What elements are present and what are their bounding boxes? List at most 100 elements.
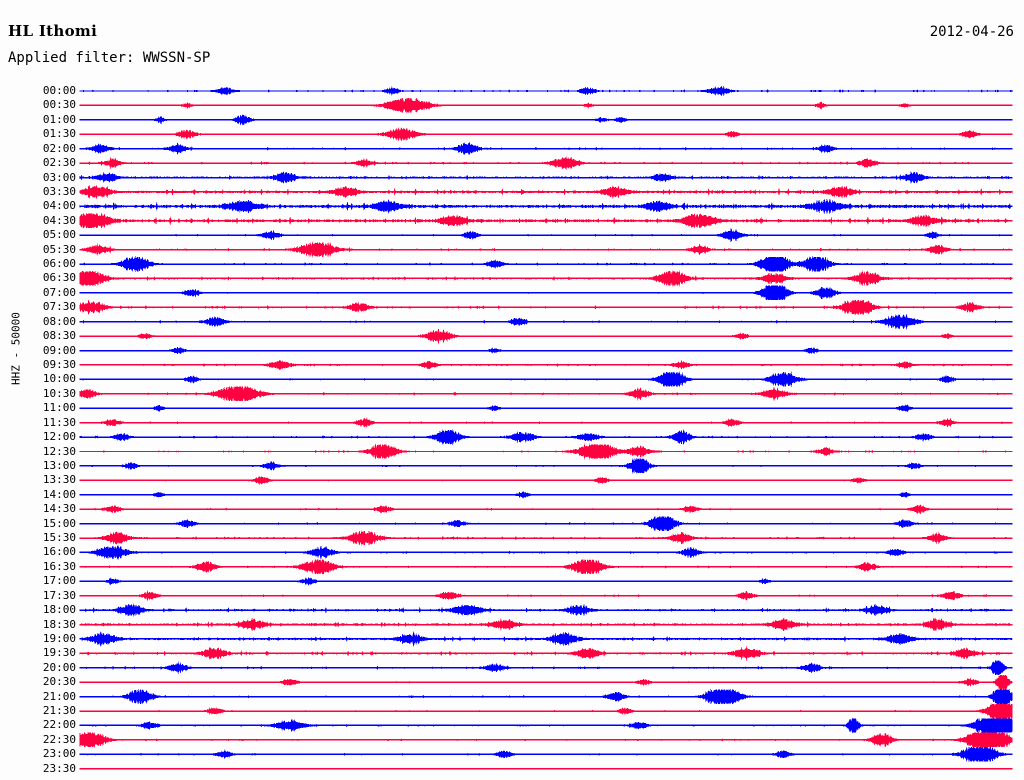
trace-row-1330 [79,475,1013,485]
time-tick-0130: 01:30 [42,127,76,141]
time-axis-ticks: 00:00 00:30 01:00 01:30 02:00 02:30 03:00 03:30… [0,82,76,776]
time-tick-0900: 09:00 [42,343,76,357]
time-tick-0500: 05:00 [42,228,76,242]
trace-row-1500 [79,515,1013,532]
time-tick-1630: 16:30 [42,559,76,573]
trace-row-0930 [79,359,1013,371]
trace-row-0630 [79,270,1013,287]
trace-row-1830 [79,617,1013,632]
time-tick-1700: 17:00 [42,574,76,588]
trace-row-1400 [79,490,1013,499]
time-tick-0400: 04:00 [42,199,76,213]
time-tick-1000: 10:00 [42,372,76,386]
trace-row-1700 [79,576,1013,586]
time-tick-1100: 11:00 [42,401,76,415]
trace-row-1900 [79,631,1013,647]
time-tick-0600: 06:00 [42,257,76,271]
time-tick-0300: 03:00 [42,170,76,184]
time-tick-1900: 19:00 [42,631,76,645]
time-tick-0930: 09:30 [42,357,76,371]
time-tick-2300: 23:00 [42,747,76,761]
trace-row-1600 [79,544,1013,561]
time-tick-0830: 08:30 [42,329,76,343]
time-tick-1200: 12:00 [42,430,76,444]
trace-row-1930 [79,645,1013,661]
trace-row-2300 [79,746,1013,763]
trace-row-0130 [79,127,1013,142]
time-tick-1430: 14:30 [42,502,76,516]
time-tick-1300: 13:00 [42,458,76,472]
time-tick-0330: 03:30 [42,184,76,198]
time-tick-1130: 11:30 [42,415,76,429]
trace-row-0830 [79,328,1013,345]
time-tick-0630: 06:30 [42,271,76,285]
time-tick-1330: 13:30 [42,473,76,487]
trace-row-1000 [79,371,1013,388]
trace-row-2000 [79,660,1013,676]
time-tick-2130: 21:30 [42,704,76,718]
trace-row-1800 [79,603,1013,617]
time-tick-0700: 07:00 [42,285,76,299]
trace-row-0730 [79,299,1013,316]
time-tick-0000: 00:00 [42,84,76,97]
trace-row-2030 [79,674,1013,690]
trace-row-1530 [79,530,1013,546]
trace-row-0100 [79,114,1013,126]
time-tick-0200: 02:00 [42,141,76,155]
trace-row-2130 [79,703,1013,719]
time-tick-1400: 14:00 [42,487,76,501]
trace-row-1200 [79,429,1013,446]
time-tick-2100: 21:00 [42,689,76,703]
time-tick-0530: 05:30 [42,242,76,256]
time-tick-0430: 04:30 [42,213,76,227]
trace-row-2100 [79,688,1013,705]
trace-canvas [0,82,1024,776]
applied-filter-label: Applied filter: WWSSN-SP [8,50,211,66]
trace-row-0330 [79,184,1013,200]
trace-row-0000 [79,85,1013,97]
time-tick-2230: 22:30 [42,732,76,746]
trace-row-1430 [79,504,1013,515]
trace-row-1730 [79,590,1013,602]
record-date: 2012-04-26 [929,24,1014,40]
time-tick-1030: 10:30 [42,386,76,400]
trace-row-2330 [79,767,1013,770]
time-tick-2000: 20:00 [42,660,76,674]
trace-row-0900 [79,346,1013,355]
trace-row-1630 [79,559,1013,575]
time-tick-1930: 19:30 [42,646,76,660]
trace-row-1300 [79,458,1013,474]
time-tick-1800: 18:00 [42,603,76,617]
time-tick-0730: 07:30 [42,300,76,314]
time-tick-2200: 22:00 [42,718,76,732]
time-tick-0030: 00:30 [42,98,76,112]
time-tick-0230: 02:30 [42,156,76,170]
time-tick-0100: 01:00 [42,112,76,126]
station-title: HL Ithomi [8,22,98,40]
time-tick-1730: 17:30 [42,588,76,602]
trace-row-0600 [79,256,1013,272]
trace-row-1100 [79,404,1013,412]
time-tick-1530: 15:30 [42,531,76,545]
trace-row-1030 [79,385,1013,402]
trace-row-0500 [79,227,1013,243]
trace-row-0030 [79,97,1013,114]
seismogram-plot: 00:00 00:30 01:00 01:30 02:00 02:30 03:00 03:30… [0,82,1024,776]
time-tick-2330: 23:30 [42,761,76,775]
time-tick-1830: 18:30 [42,617,76,631]
trace-row-0800 [79,313,1013,330]
time-tick-1600: 16:00 [42,545,76,559]
trace-row-0300 [79,171,1013,184]
trace-row-1130 [79,417,1013,428]
trace-row-0400 [79,198,1013,215]
trace-row-0530 [79,241,1013,258]
trace-row-0230 [79,156,1013,170]
time-tick-1500: 15:00 [42,516,76,530]
trace-row-0430 [79,212,1013,229]
trace-row-0700 [79,285,1013,301]
time-tick-2030: 20:30 [42,675,76,689]
trace-row-2200 [79,718,1013,733]
time-tick-0800: 08:00 [42,314,76,328]
trace-row-2230 [79,731,1013,748]
